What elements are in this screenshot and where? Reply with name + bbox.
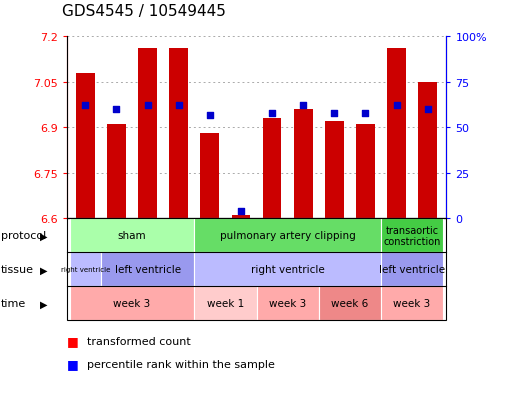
- Point: [268, 110, 276, 117]
- Point: [174, 103, 183, 109]
- Bar: [325, 122, 344, 219]
- Text: week 3: week 3: [269, 299, 306, 309]
- Text: tissue: tissue: [1, 265, 34, 275]
- Point: [299, 103, 307, 109]
- Point: [206, 112, 214, 119]
- Text: week 3: week 3: [393, 299, 431, 309]
- Text: ▶: ▶: [40, 299, 47, 309]
- Text: left ventricle: left ventricle: [114, 265, 181, 275]
- Text: right ventricle: right ventricle: [251, 265, 325, 275]
- Text: ▶: ▶: [40, 231, 47, 241]
- Text: right ventricle: right ventricle: [61, 267, 110, 273]
- Text: transaortic
constriction: transaortic constriction: [383, 225, 441, 247]
- Text: protocol: protocol: [1, 231, 46, 241]
- Text: time: time: [1, 299, 26, 309]
- Point: [144, 103, 152, 109]
- Point: [81, 103, 89, 109]
- Point: [237, 208, 245, 215]
- Bar: [231, 216, 250, 219]
- Bar: [107, 125, 126, 219]
- Text: week 1: week 1: [207, 299, 244, 309]
- Text: week 6: week 6: [331, 299, 368, 309]
- Bar: [169, 49, 188, 219]
- Bar: [263, 119, 282, 219]
- Point: [361, 110, 369, 117]
- Point: [112, 107, 121, 113]
- Text: GDS4545 / 10549445: GDS4545 / 10549445: [62, 4, 225, 19]
- Text: pulmonary artery clipping: pulmonary artery clipping: [220, 231, 356, 241]
- Text: percentile rank within the sample: percentile rank within the sample: [87, 359, 275, 369]
- Bar: [201, 134, 219, 219]
- Text: sham: sham: [117, 231, 146, 241]
- Text: left ventricle: left ventricle: [379, 265, 445, 275]
- Bar: [418, 83, 437, 219]
- Bar: [387, 49, 406, 219]
- Bar: [356, 125, 374, 219]
- Text: ■: ■: [67, 335, 78, 348]
- Text: transformed count: transformed count: [87, 336, 191, 346]
- Text: ▶: ▶: [40, 265, 47, 275]
- Bar: [139, 49, 157, 219]
- Point: [330, 110, 339, 117]
- Point: [392, 103, 401, 109]
- Bar: [294, 110, 312, 219]
- Bar: [76, 74, 95, 219]
- Text: week 3: week 3: [113, 299, 151, 309]
- Text: ■: ■: [67, 357, 78, 370]
- Point: [424, 107, 432, 113]
